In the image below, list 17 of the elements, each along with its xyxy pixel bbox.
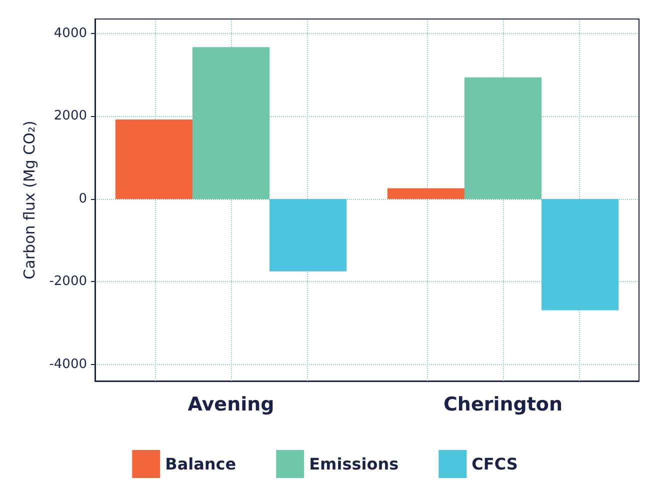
legend-label: Balance bbox=[165, 454, 236, 474]
bar bbox=[387, 188, 464, 199]
y-tick-label: -4000 bbox=[49, 356, 87, 372]
x-tick-label: Cherington bbox=[443, 394, 563, 416]
y-axis-title: Carbon flux (Mg CO₂) bbox=[20, 120, 38, 280]
y-tick-label: 2000 bbox=[54, 108, 87, 124]
bar bbox=[542, 198, 619, 310]
y-tick-label: 0 bbox=[78, 191, 87, 206]
bar bbox=[115, 120, 192, 199]
legend-label: CFCS bbox=[472, 454, 518, 474]
bar bbox=[192, 47, 270, 199]
bar bbox=[270, 198, 347, 272]
x-tick-label: Avening bbox=[188, 394, 274, 416]
legend-label: Emissions bbox=[309, 454, 399, 474]
bar bbox=[464, 77, 542, 199]
y-tick-label: -2000 bbox=[49, 274, 87, 290]
y-tick-label: 4000 bbox=[54, 26, 87, 41]
